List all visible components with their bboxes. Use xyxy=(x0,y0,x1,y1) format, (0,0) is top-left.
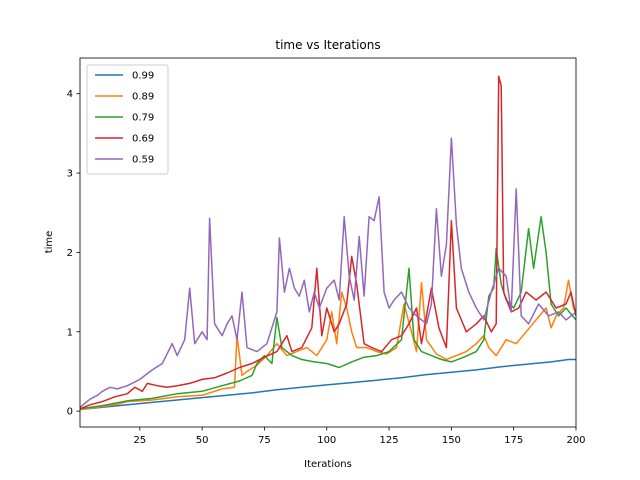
axes: 25 50 75 100 125 150 175 200 0 1 2 3 4 xyxy=(67,89,586,446)
y-tick-label-0: 0 xyxy=(67,407,73,418)
x-tick-label-7: 200 xyxy=(566,435,585,446)
x-axis-label: Iterations xyxy=(304,459,352,470)
x-tick-label-0: 25 xyxy=(133,435,146,446)
x-tick-label-5: 150 xyxy=(442,435,461,446)
x-tick-label-1: 50 xyxy=(196,435,209,446)
series-line-3 xyxy=(80,75,576,410)
y-tick-label-2: 2 xyxy=(67,248,73,259)
legend-box xyxy=(86,64,169,175)
plot-frame xyxy=(79,57,577,428)
y-axis-label: time xyxy=(44,231,55,254)
plot-area xyxy=(80,75,576,411)
x-tick-label-2: 75 xyxy=(258,435,271,446)
legend-label-1: 0.89 xyxy=(132,92,154,103)
series-line-1 xyxy=(80,279,576,411)
legend-label-4: 0.59 xyxy=(132,155,154,166)
x-tick-label-3: 100 xyxy=(317,435,336,446)
series-line-0 xyxy=(80,358,576,411)
x-tick-label-4: 125 xyxy=(380,435,399,446)
legend-label-3: 0.69 xyxy=(132,134,154,145)
legend-label-0: 0.99 xyxy=(132,71,154,82)
y-tick-label-4: 4 xyxy=(67,89,73,100)
chart-title: time vs Iterations xyxy=(275,38,380,52)
y-tick-label-1: 1 xyxy=(67,327,73,338)
series-line-4 xyxy=(80,137,576,408)
x-tick-label-6: 175 xyxy=(504,435,523,446)
y-tick-label-3: 3 xyxy=(67,169,73,180)
series-line-2 xyxy=(80,215,576,410)
legend: 0.99 0.89 0.79 0.69 0.59 xyxy=(86,64,169,175)
legend-label-2: 0.79 xyxy=(132,113,154,124)
